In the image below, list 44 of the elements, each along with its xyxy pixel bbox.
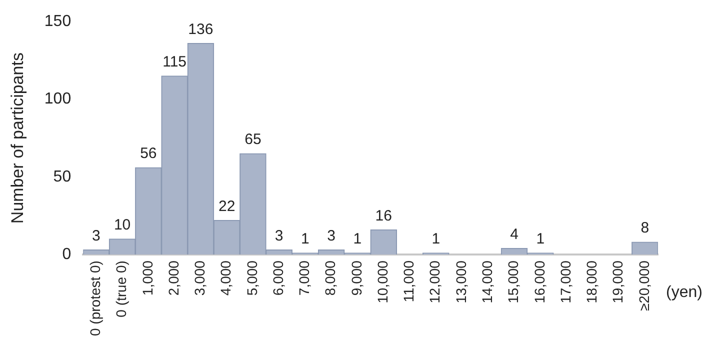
data-label: 65 bbox=[244, 131, 262, 148]
x-tick-label: 14,000 bbox=[479, 260, 495, 304]
x-tick-label: 8,000 bbox=[322, 260, 338, 296]
data-label: 3 bbox=[274, 228, 284, 245]
y-tick-label: 0 bbox=[62, 246, 72, 263]
data-label: 1 bbox=[432, 230, 440, 248]
data-label: 4 bbox=[510, 226, 518, 243]
x-tick-label: 12,000 bbox=[426, 260, 443, 304]
y-tick-label: 100 bbox=[44, 90, 72, 108]
data-label: 56 bbox=[140, 145, 157, 162]
data-label: 8 bbox=[640, 220, 650, 237]
x-tick-label: 0 (true 0) bbox=[113, 260, 130, 318]
x-axis-title: (yen) bbox=[666, 284, 702, 301]
x-tick-label: 3,000 bbox=[192, 260, 208, 296]
data-label: 3 bbox=[92, 228, 100, 245]
x-tick-label: 1,000 bbox=[139, 260, 156, 296]
data-label: 1 bbox=[353, 230, 362, 248]
x-tick-label: 17,000 bbox=[557, 260, 574, 304]
x-tick-label: 15,000 bbox=[505, 260, 522, 304]
x-tick-label: 11,000 bbox=[400, 260, 417, 302]
data-label: 10 bbox=[114, 216, 131, 234]
y-axis-title: Number of participants bbox=[8, 52, 27, 224]
x-tick-label: 19,000 bbox=[610, 260, 626, 304]
data-label: 3 bbox=[327, 228, 336, 245]
x-tick-label: 10,000 bbox=[374, 260, 390, 304]
x-tick-label: 18,000 bbox=[584, 260, 600, 304]
data-label: 16 bbox=[375, 207, 392, 224]
x-tick-label: 0 (protest 0) bbox=[87, 260, 104, 336]
x-tick-label: 13,000 bbox=[452, 260, 469, 304]
data-label: 136 bbox=[188, 20, 214, 38]
x-tick-label: 7,000 bbox=[296, 260, 312, 296]
y-tick-label: 150 bbox=[44, 13, 72, 30]
x-tick-label: ≥20,000 bbox=[636, 260, 652, 312]
x-tick-label: 16,000 bbox=[531, 260, 548, 304]
x-tick-label: 9,000 bbox=[348, 260, 364, 296]
x-tick-label: 6,000 bbox=[270, 260, 286, 296]
data-label: 115 bbox=[162, 54, 187, 71]
x-tick-label: 4,000 bbox=[218, 260, 234, 296]
data-label: 1 bbox=[301, 230, 310, 248]
data-label: 1 bbox=[536, 230, 545, 248]
x-tick-label: 2,000 bbox=[165, 260, 182, 296]
y-tick-label: 50 bbox=[53, 168, 72, 186]
data-label: 22 bbox=[218, 198, 236, 216]
x-tick-label: 5,000 bbox=[244, 260, 260, 296]
